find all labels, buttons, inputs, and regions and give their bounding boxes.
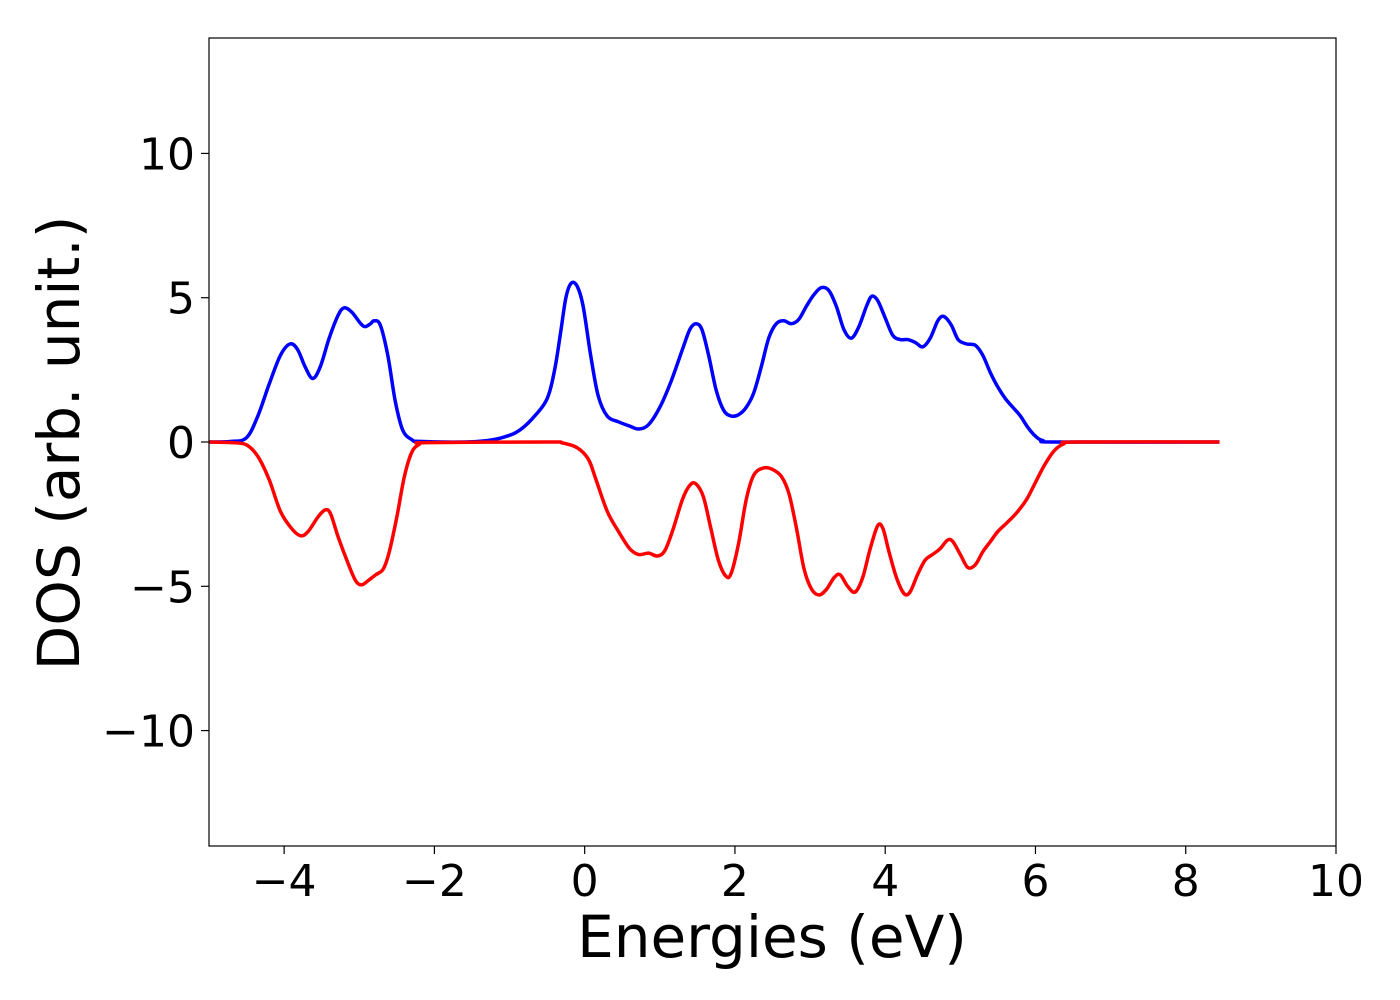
x-tick-label: −2: [402, 856, 467, 907]
x-axis-label: Energies (eV): [577, 903, 967, 971]
y-axis-label: DOS (arb. unit.): [25, 216, 93, 671]
series-line-0: [208, 280, 1220, 444]
y-tick-label: 10: [139, 129, 195, 180]
x-tick-label: 4: [871, 856, 899, 907]
y-tick-label: −5: [130, 562, 195, 613]
x-axis-ticks: −4 −2 0 2 4 6 8 10: [252, 846, 1364, 907]
y-tick-label: 0: [167, 418, 195, 469]
x-tick-label: 8: [1172, 856, 1200, 907]
y-tick-label: −10: [102, 707, 195, 758]
x-tick-label: 2: [721, 856, 749, 907]
series-line-1: [208, 440, 1220, 597]
x-tick-label: −4: [252, 856, 317, 907]
y-tick-label: 5: [167, 274, 195, 325]
x-tick-label: 10: [1308, 856, 1364, 907]
plot-lines: [208, 280, 1220, 597]
x-tick-label: 6: [1021, 856, 1049, 907]
x-tick-label: 0: [571, 856, 599, 907]
y-axis-ticks: −10 −5 0 5 10: [102, 129, 209, 758]
